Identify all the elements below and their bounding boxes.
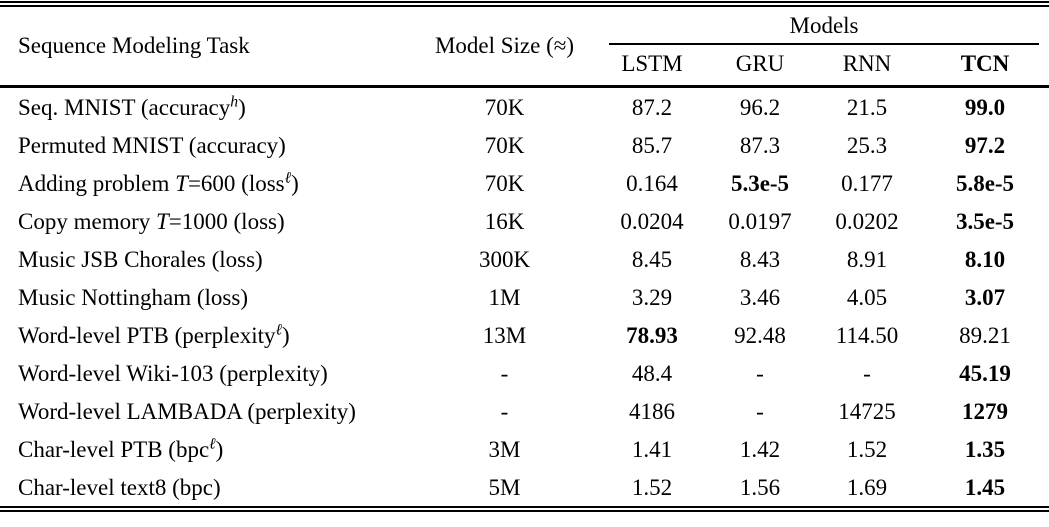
value-cell-tcn: 89.21 [959, 322, 1011, 348]
value-cell-tcn: 3.5e-5 [955, 208, 1015, 234]
value-cell-gru: 92.48 [734, 322, 786, 348]
table-row: Char-level PTB (bpcℓ) 3M 1.41 1.42 1.52 1.35 [0, 430, 1049, 468]
column-header-gru: GRU [735, 51, 785, 76]
value-cell-lstm: 48.4 [631, 360, 673, 386]
table-row: Copy memory T=1000 (loss) 16K 0.0204 0.0197… [0, 202, 1049, 240]
column-header-tcn: TCN [960, 51, 1010, 76]
value-cell-tcn: 99.0 [964, 94, 1006, 120]
value-cell-lstm: 0.0204 [620, 208, 684, 234]
task-cell: Word-level LAMBADA (perplexity) [18, 398, 356, 424]
value-cell-tcn: 3.07 [964, 284, 1006, 310]
value-cell-rnn: 1.69 [846, 474, 888, 500]
value-cell-rnn: 8.91 [846, 246, 888, 272]
model-size-cell: 13M [482, 322, 527, 348]
value-cell-rnn: 0.0202 [835, 208, 899, 234]
value-cell-tcn: 45.19 [959, 360, 1011, 386]
table-body: Seq. MNIST (accuracyh) 70K 87.2 96.2 21.5 99.… [0, 87, 1049, 510]
value-cell-gru: 8.43 [739, 246, 781, 272]
value-cell-rnn: 21.5 [846, 94, 888, 120]
value-cell-gru: 1.42 [739, 436, 781, 462]
value-cell-lstm: 78.93 [626, 322, 678, 348]
value-cell-rnn: 1.52 [846, 436, 888, 462]
header-row-models: LSTM GRU RNN TCN [0, 45, 1049, 87]
table-row: Music Nottingham (loss) 1M 3.29 3.46 4.05 3.0… [0, 278, 1049, 316]
results-table: Sequence Modeling Task Model Size (≈) Mo… [0, 1, 1049, 512]
value-cell-lstm: 87.2 [631, 94, 673, 120]
task-cell: Word-level PTB (perplexityℓ) [18, 320, 290, 348]
value-cell-tcn: 97.2 [964, 132, 1006, 158]
column-header-rnn: RNN [842, 51, 892, 76]
value-cell-rnn: 114.50 [835, 322, 899, 348]
task-cell: Word-level Wiki-103 (perplexity) [18, 360, 328, 386]
table-row: Word-level PTB (perplexityℓ) 13M 78.93 92.4… [0, 316, 1049, 354]
value-cell-tcn: 1.35 [964, 436, 1006, 462]
value-cell-lstm: 1.41 [631, 436, 673, 462]
table-row: Char-level text8 (bpc) 5M 1.52 1.56 1.69 1.45 [0, 468, 1049, 509]
value-cell-gru: 96.2 [739, 94, 781, 120]
value-cell-tcn: 1279 [962, 398, 1008, 424]
value-cell-lstm: 4186 [629, 398, 675, 424]
task-cell: Music JSB Chorales (loss) [18, 246, 263, 272]
value-cell-gru: 0.0197 [728, 208, 792, 234]
task-cell: Char-level PTB (bpcℓ) [18, 434, 224, 462]
value-cell-tcn: 1.45 [964, 474, 1006, 500]
table-header: Sequence Modeling Task Model Size (≈) Mo… [0, 4, 1049, 87]
task-cell: Permuted MNIST (accuracy) [18, 132, 286, 158]
header-row-top: Sequence Modeling Task Model Size (≈) Mo… [0, 4, 1049, 58]
task-cell: Adding problem T=600 (lossℓ) [18, 168, 299, 196]
model-size-cell: 70K [484, 94, 525, 120]
value-cell-gru: - [756, 360, 764, 386]
value-cell-lstm: 85.7 [631, 132, 673, 158]
model-size-cell: 70K [484, 132, 525, 158]
value-cell-rnn: 4.05 [846, 284, 888, 310]
model-size-cell: 16K [484, 208, 525, 234]
value-cell-rnn: - [863, 360, 871, 386]
table-row: Word-level Wiki-103 (perplexity) - 48.4 - - 4… [0, 354, 1049, 392]
value-cell-rnn: 0.177 [841, 170, 893, 196]
task-cell: Char-level text8 (bpc) [18, 474, 221, 500]
value-cell-lstm: 3.29 [631, 284, 673, 310]
value-cell-tcn: 8.10 [964, 246, 1006, 272]
model-size-cell: - [500, 360, 509, 386]
value-cell-gru: 1.56 [739, 474, 781, 500]
task-cell: Copy memory T=1000 (loss) [18, 208, 285, 234]
task-cell: Music Nottingham (loss) [18, 284, 248, 310]
column-header-task: Sequence Modeling Task [18, 33, 250, 58]
value-cell-tcn: 5.8e-5 [955, 170, 1015, 196]
value-cell-gru: 3.46 [739, 284, 781, 310]
column-header-model-size: Model Size (≈) [434, 33, 575, 58]
models-group-label: Models [609, 13, 1039, 45]
model-size-cell: 70K [484, 170, 525, 196]
value-cell-gru: 5.3e-5 [730, 170, 790, 196]
table-row: Seq. MNIST (accuracyh) 70K 87.2 96.2 21.5 99.… [0, 87, 1049, 127]
value-cell-lstm: 0.164 [626, 170, 678, 196]
column-group-models: Models [597, 4, 1049, 45]
table-row: Music JSB Chorales (loss) 300K 8.45 8.43 8.9… [0, 240, 1049, 278]
value-cell-lstm: 1.52 [631, 474, 673, 500]
task-cell: Seq. MNIST (accuracyh) [18, 92, 246, 120]
value-cell-rnn: 14725 [838, 398, 896, 424]
value-cell-lstm: 8.45 [631, 246, 673, 272]
value-cell-gru: 87.3 [739, 132, 781, 158]
model-size-cell: 5M [488, 474, 521, 500]
table-row: Adding problem T=600 (lossℓ) 70K 0.164 5.3e… [0, 164, 1049, 202]
model-size-cell: - [500, 398, 509, 424]
column-header-lstm: LSTM [621, 51, 683, 76]
value-cell-gru: - [756, 398, 764, 424]
table-row: Word-level LAMBADA (perplexity) - 4186 - 147… [0, 392, 1049, 430]
model-size-cell: 300K [478, 246, 531, 272]
table-row: Permuted MNIST (accuracy) 70K 85.7 87.3 25.3… [0, 126, 1049, 164]
value-cell-rnn: 25.3 [846, 132, 888, 158]
model-size-cell: 3M [488, 436, 521, 462]
model-size-cell: 1M [488, 284, 521, 310]
